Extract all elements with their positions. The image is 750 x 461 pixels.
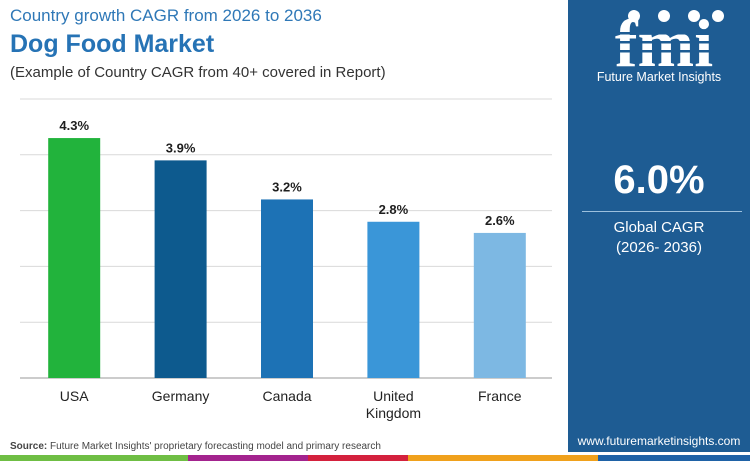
sidebar-panel xyxy=(568,0,750,452)
x-tick-line: Germany xyxy=(152,388,210,404)
footer-stripe xyxy=(0,455,750,461)
logo-caption: Future Market Insights xyxy=(596,70,722,84)
x-tick-label: Canada xyxy=(262,388,311,404)
bar-chart: 4.3% USA 3.9% Germany 3.2% Canada 2.8% United Ki… xyxy=(20,98,552,421)
value-label: 4.3% xyxy=(59,118,89,133)
chart-title: Dog Food Market xyxy=(10,30,215,58)
stripe-segment xyxy=(598,455,750,461)
value-label: 2.6% xyxy=(485,213,515,228)
x-tick-line: USA xyxy=(60,388,89,404)
bar xyxy=(367,221,420,378)
x-tick-line: Kingdom xyxy=(366,405,421,421)
source-label: Source: xyxy=(10,441,48,452)
stripe-segment xyxy=(188,455,308,461)
value-label: 2.8% xyxy=(379,202,409,217)
x-tick-label: USA xyxy=(60,388,89,404)
stripe-segment xyxy=(308,455,408,461)
fmi-logo: fmi xyxy=(600,8,728,81)
x-tick-line: Canada xyxy=(262,388,311,404)
logo-dot-icon xyxy=(658,10,670,22)
bar xyxy=(48,138,101,378)
chart-note: (Example of Country CAGR from 40+ covere… xyxy=(10,64,386,81)
logo-dot-icon xyxy=(628,10,640,22)
x-tick-label: France xyxy=(478,388,522,404)
value-label: 3.2% xyxy=(272,179,302,194)
bar xyxy=(154,160,207,378)
logo-dot-icon xyxy=(688,10,700,22)
website-link[interactable]: www.futuremarketinsights.com xyxy=(577,434,741,448)
bar xyxy=(261,199,313,378)
cagr-divider xyxy=(582,211,742,212)
x-tick-line: United xyxy=(373,388,413,404)
source-text: Future Market Insights' proprietary fore… xyxy=(50,441,381,452)
value-label: 3.9% xyxy=(166,140,196,155)
x-tick-line: France xyxy=(478,388,522,404)
x-tick-label: Germany xyxy=(152,388,210,404)
x-tick-label: United Kingdom xyxy=(366,388,421,421)
chart-subtitle: Country growth CAGR from 2026 to 2036 xyxy=(10,6,322,25)
global-cagr-value: 6.0% xyxy=(613,158,705,202)
global-cagr-period: (2026- 2036) xyxy=(616,239,702,256)
logo-dot-icon xyxy=(712,10,724,22)
source-note: Source: Future Market Insights' propriet… xyxy=(10,441,381,452)
global-cagr-label: Global CAGR xyxy=(613,219,705,236)
stripe-segment xyxy=(0,455,188,461)
stripe-segment xyxy=(408,455,598,461)
bar xyxy=(473,232,526,378)
